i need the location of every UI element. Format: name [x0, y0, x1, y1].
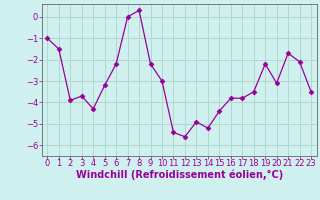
X-axis label: Windchill (Refroidissement éolien,°C): Windchill (Refroidissement éolien,°C): [76, 170, 283, 180]
